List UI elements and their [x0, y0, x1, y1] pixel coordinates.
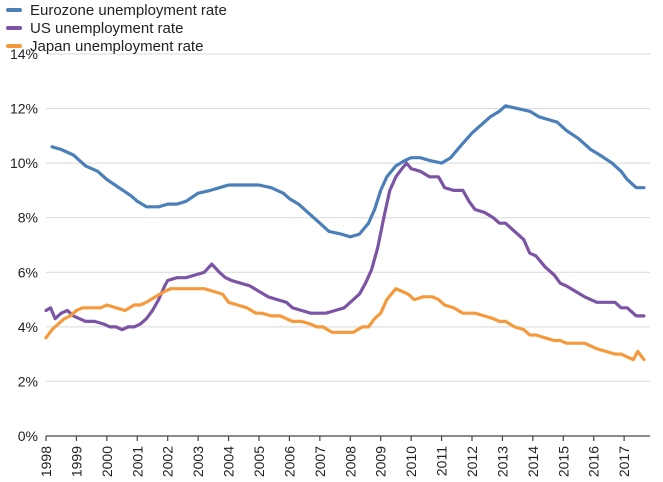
- x-tick-label: 2015: [555, 446, 571, 477]
- y-tick-label: 12%: [10, 101, 38, 117]
- y-tick-label: 4%: [18, 319, 38, 335]
- gridlines: [46, 53, 650, 382]
- x-tick-label: 1998: [38, 446, 54, 477]
- legend-label-2: US unemployment rate: [30, 20, 183, 37]
- y-tick-label: 14%: [10, 46, 38, 62]
- x-tick-label: 2005: [251, 446, 267, 477]
- x-tick-label: 2014: [525, 446, 541, 477]
- x-tick-label: 2000: [99, 446, 115, 477]
- x-tick-label: 2017: [616, 446, 632, 477]
- y-tick-label: 10%: [10, 155, 38, 171]
- series-line-1: [50, 104, 646, 239]
- series-lines: [44, 104, 646, 362]
- x-tick-label: 2001: [129, 446, 145, 477]
- x-tick-label: 2013: [494, 446, 510, 477]
- series-line-2: [44, 161, 646, 332]
- x-tick-label: 2011: [434, 446, 450, 476]
- x-tick-label: 2009: [373, 446, 389, 477]
- series-line-3: [44, 287, 646, 362]
- x-tick-label: 2016: [586, 446, 602, 477]
- x-tick-label: 2003: [190, 446, 206, 477]
- legend-label-3: Japan unemployment rate: [30, 38, 203, 55]
- x-tick-label: 1999: [68, 446, 84, 477]
- x-tick-label: 2010: [403, 446, 419, 477]
- x-tick-label: 2012: [464, 446, 480, 477]
- x-tick-label: 2007: [312, 446, 328, 477]
- x-tick-label: 2004: [221, 446, 237, 477]
- y-tick-label: 6%: [18, 264, 38, 280]
- x-tick-label: 2008: [342, 446, 358, 477]
- axes: 0% 2% 4% 6% 8% 10% 12% 14% 1998 1999 2000 2001 2002 2…: [10, 46, 650, 477]
- y-tick-label: 0%: [18, 428, 38, 444]
- x-tick-label: 2002: [160, 446, 176, 477]
- legend-label-1: Eurozone unemployment rate: [30, 2, 227, 19]
- x-tick-label: 2006: [281, 446, 297, 477]
- y-tick-label: 2%: [18, 373, 38, 389]
- y-tick-label: 8%: [18, 210, 38, 226]
